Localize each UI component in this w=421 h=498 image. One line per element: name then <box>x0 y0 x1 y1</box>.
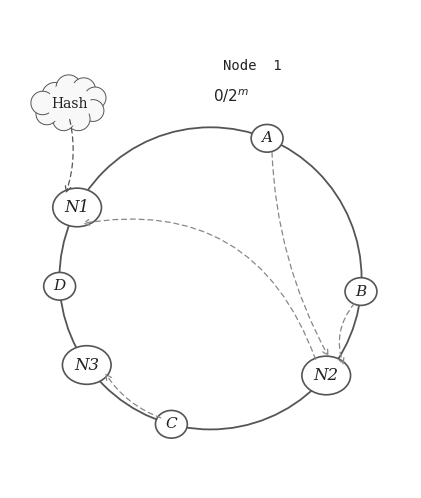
Circle shape <box>53 109 75 130</box>
Ellipse shape <box>53 188 101 227</box>
Text: N3: N3 <box>74 357 99 374</box>
Circle shape <box>42 82 69 109</box>
Text: N2: N2 <box>314 367 339 384</box>
Circle shape <box>82 100 104 122</box>
Ellipse shape <box>44 272 76 300</box>
Text: A: A <box>261 131 272 145</box>
Ellipse shape <box>251 124 283 152</box>
Ellipse shape <box>345 278 377 305</box>
Circle shape <box>67 107 90 130</box>
Circle shape <box>56 75 81 100</box>
Circle shape <box>84 87 106 109</box>
Text: $0/2^{m}$: $0/2^{m}$ <box>213 87 250 105</box>
Text: C: C <box>165 417 177 431</box>
Text: D: D <box>53 279 66 293</box>
Text: N1: N1 <box>64 199 90 216</box>
Text: Node  1: Node 1 <box>223 59 282 74</box>
Circle shape <box>31 91 54 115</box>
Circle shape <box>36 103 58 125</box>
Circle shape <box>47 82 91 126</box>
Text: B: B <box>355 284 367 298</box>
Ellipse shape <box>155 410 187 438</box>
Ellipse shape <box>62 346 111 384</box>
Text: Hash: Hash <box>51 97 87 111</box>
Ellipse shape <box>302 356 351 395</box>
Circle shape <box>72 78 96 101</box>
